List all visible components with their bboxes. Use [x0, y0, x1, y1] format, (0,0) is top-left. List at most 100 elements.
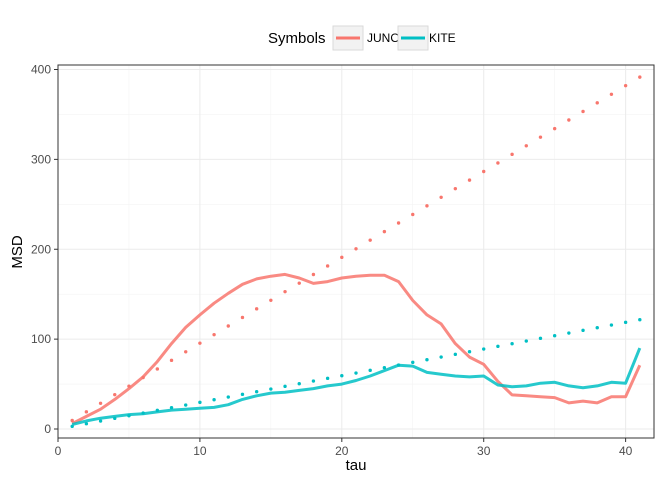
legend-label-juno: JUNO: [367, 31, 400, 45]
y-axis-title: MSD: [9, 235, 26, 269]
point-juno-theoretical: [311, 272, 316, 277]
point-juno-theoretical: [425, 204, 429, 208]
point-juno-theoretical: [609, 92, 614, 97]
point-kite-theoretical: [283, 384, 287, 389]
panel-border: [57, 64, 655, 439]
point-kite-theoretical: [311, 379, 316, 383]
x-tick-label: 30: [477, 444, 491, 458]
point-kite-theoretical: [467, 350, 472, 354]
point-juno-theoretical: [254, 307, 259, 311]
point-kite-theoretical: [368, 368, 372, 373]
point-juno-theoretical: [127, 384, 131, 388]
plot-panel: [58, 65, 654, 438]
point-kite-theoretical: [496, 344, 500, 349]
point-juno-theoretical: [212, 332, 216, 337]
point-juno-theoretical: [623, 83, 628, 88]
y-tick-label: 400: [31, 62, 51, 76]
point-kite-theoretical: [70, 424, 74, 429]
point-juno-theoretical: [524, 144, 528, 148]
point-kite-theoretical: [155, 408, 160, 413]
series-kite-theoretical-dots: [70, 318, 642, 429]
point-kite-theoretical: [240, 392, 245, 397]
x-tick-label: 0: [55, 444, 62, 458]
point-juno-theoretical: [496, 161, 500, 165]
point-juno-theoretical: [184, 350, 188, 354]
point-juno-theoretical: [198, 341, 202, 345]
x-tick-label: 10: [193, 444, 207, 458]
point-kite-theoretical: [439, 355, 443, 359]
point-juno-theoretical: [240, 315, 245, 320]
legend: Symbols JUNO KITE: [268, 25, 456, 51]
point-kite-theoretical: [198, 400, 202, 405]
point-kite-theoretical: [609, 323, 614, 327]
y-tick-label: 100: [31, 332, 51, 346]
point-juno-theoretical: [70, 418, 74, 423]
point-kite-theoretical: [411, 360, 415, 365]
point-kite-theoretical: [382, 366, 387, 370]
point-kite-theoretical: [482, 347, 486, 351]
x-axis: 0 10 20 30 40: [55, 438, 633, 458]
point-juno-theoretical: [453, 186, 458, 191]
point-juno-theoretical: [155, 367, 160, 371]
point-kite-theoretical: [354, 371, 358, 375]
point-juno-theoretical: [396, 221, 401, 225]
point-juno-theoretical: [439, 195, 443, 200]
point-kite-theoretical: [595, 326, 599, 330]
point-kite-theoretical: [538, 336, 543, 341]
point-kite-theoretical: [396, 363, 401, 367]
point-juno-theoretical: [84, 410, 89, 414]
point-kite-theoretical: [552, 334, 557, 338]
point-kite-theoretical: [98, 419, 103, 423]
point-juno-theoretical: [169, 358, 174, 363]
point-kite-theoretical: [254, 390, 259, 394]
point-kite-theoretical: [638, 318, 642, 322]
point-juno-theoretical: [368, 238, 372, 242]
point-juno-theoretical: [325, 264, 330, 268]
point-kite-theoretical: [84, 422, 89, 426]
point-kite-theoretical: [127, 414, 131, 418]
point-juno-theoretical: [467, 178, 472, 182]
point-juno-theoretical: [595, 101, 599, 105]
series-layer: [70, 75, 642, 429]
point-juno-theoretical: [411, 212, 415, 217]
point-juno-theoretical: [538, 135, 543, 139]
point-juno-theoretical: [552, 126, 557, 131]
point-kite-theoretical: [113, 416, 117, 421]
point-kite-theoretical: [425, 358, 429, 362]
y-axis: 0 100 200 300 400: [31, 62, 58, 436]
point-juno-theoretical: [354, 247, 358, 251]
point-juno-theoretical: [581, 109, 585, 114]
point-kite-theoretical: [453, 352, 458, 357]
point-kite-theoretical: [269, 387, 273, 391]
point-kite-theoretical: [567, 331, 571, 335]
point-juno-theoretical: [382, 229, 387, 234]
point-juno-theoretical: [98, 401, 103, 406]
point-juno-theoretical: [482, 169, 486, 174]
point-juno-theoretical: [283, 289, 287, 294]
point-kite-theoretical: [169, 406, 174, 410]
point-kite-theoretical: [297, 382, 301, 386]
point-juno-theoretical: [638, 75, 642, 79]
y-tick-label: 300: [31, 152, 51, 166]
point-kite-theoretical: [340, 374, 344, 378]
point-juno-theoretical: [340, 255, 344, 260]
legend-label-kite: KITE: [429, 31, 456, 45]
series-juno-theoretical-dots: [70, 75, 642, 423]
point-kite-theoretical: [325, 376, 330, 381]
point-juno-theoretical: [567, 118, 571, 122]
x-axis-title: tau: [346, 457, 367, 474]
y-tick-label: 0: [44, 422, 51, 436]
point-kite-theoretical: [524, 339, 528, 343]
point-kite-theoretical: [623, 320, 628, 325]
series-line-kite-empirical: [71, 347, 642, 426]
point-juno-theoretical: [141, 375, 145, 380]
point-kite-theoretical: [141, 411, 145, 415]
point-kite-theoretical: [581, 328, 585, 333]
x-tick-label: 20: [335, 444, 349, 458]
point-kite-theoretical: [212, 398, 216, 402]
point-juno-theoretical: [269, 298, 273, 303]
legend-title: Symbols: [268, 30, 326, 47]
point-juno-theoretical: [297, 281, 301, 285]
